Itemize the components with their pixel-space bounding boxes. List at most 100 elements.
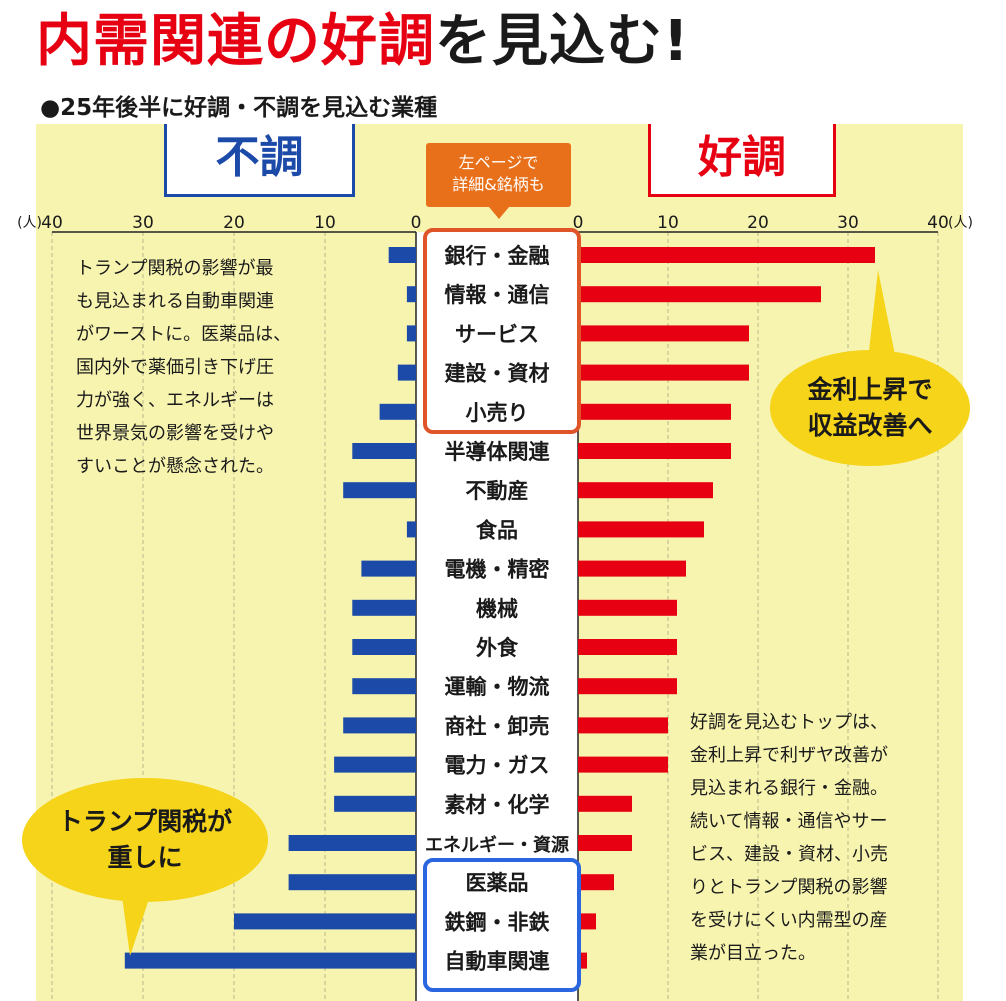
category-label: 建設・資材 <box>445 362 550 386</box>
title-highlight: 内需関連の好調 <box>36 9 435 74</box>
bar-good <box>578 874 614 891</box>
bar-bad <box>406 521 416 538</box>
bar-good <box>578 756 668 773</box>
bar-bad <box>234 913 416 930</box>
bar-good <box>578 717 668 734</box>
note-line: 力が強く、エネルギーは <box>76 390 274 411</box>
note-line: 続いて情報・通信やサー <box>690 811 888 832</box>
page-title: 内需関連の好調を見込む! <box>36 4 690 80</box>
bar-bad <box>352 443 416 459</box>
note-line: がワーストに。医薬品は、 <box>76 324 292 345</box>
bubble-line: 金利上昇で <box>807 375 933 404</box>
note-line: を受けにくい内需型の産 <box>690 910 888 931</box>
bar-good <box>578 443 731 459</box>
bar-good <box>578 286 821 303</box>
bar-bad <box>343 717 416 734</box>
note-line: 世界景気の影響を受けや <box>76 423 274 444</box>
unit-label: (人) <box>948 215 973 231</box>
bar-good <box>578 795 632 812</box>
tick-label: 20 <box>747 213 769 233</box>
note-line: も見込まれる自動車関連 <box>76 291 274 312</box>
title-rest: を見込む! <box>435 9 690 74</box>
note-line: 国内外で薬価引き下げ圧 <box>76 357 274 378</box>
category-label: 不動産 <box>466 479 529 503</box>
note-line: 金利上昇で利ザヤ改善が <box>690 745 888 766</box>
category-label: 機械 <box>476 597 518 621</box>
bar-bad <box>388 247 416 263</box>
tick-label: 10 <box>657 213 679 233</box>
bar-bad <box>406 286 416 303</box>
bar-bad <box>352 599 416 616</box>
category-column <box>416 232 578 1001</box>
note-line: トランプ関税の影響が最 <box>76 258 274 279</box>
bar-good <box>578 835 632 851</box>
detail-tag-line: 詳細&銘柄も <box>452 175 545 194</box>
bar-bad <box>361 560 416 577</box>
highlight-box-good <box>423 228 581 434</box>
category-label: 食品 <box>476 518 518 542</box>
category-label: 医薬品 <box>466 871 529 895</box>
bubble-tail-left <box>122 896 150 956</box>
callout-bubble-left: トランプ関税が 重しに <box>22 778 268 902</box>
bar-bad <box>124 952 417 969</box>
bar-good <box>578 364 749 381</box>
tick-label: 40 <box>927 213 949 233</box>
bubble-line: 重しに <box>107 843 183 872</box>
bar-bad <box>334 795 416 812</box>
tick-label: 20 <box>223 213 245 233</box>
highlight-box-bad <box>423 858 581 992</box>
bubble-line: トランプ関税が <box>57 807 233 836</box>
category-label: 商社・卸売 <box>445 714 550 738</box>
bar-good <box>578 325 749 342</box>
note-line: 見込まれる銀行・金融。 <box>690 778 888 799</box>
detail-tag: 左ページで 詳細&銘柄も <box>426 143 571 207</box>
category-label: 自動車関連 <box>445 950 551 974</box>
category-label: 運輸・物流 <box>445 675 550 699</box>
category-label: 小売り <box>466 401 529 425</box>
category-label: 情報・通信 <box>445 283 550 307</box>
note-line: ビス、建設・資材、小売 <box>690 844 888 865</box>
bar-good <box>578 482 713 499</box>
bubble-tail-right <box>868 270 896 360</box>
note-line: 業が目立った。 <box>690 943 816 964</box>
category-label: 鉄鋼・非鉄 <box>445 910 550 934</box>
bar-bad <box>379 403 416 420</box>
bar-bad <box>334 756 416 773</box>
detail-tag-line: 左ページで <box>458 153 539 172</box>
bar-good <box>578 639 677 655</box>
category-label: サービス <box>455 322 539 346</box>
good-header: 好調 <box>648 124 836 197</box>
bad-header: 不調 <box>164 124 355 197</box>
bar-good <box>578 403 731 420</box>
bar-good <box>578 599 677 616</box>
note-line: 好調を見込むトップは、 <box>690 712 888 733</box>
page-subtitle: ●25年後半に好調・不調を見込む業種 <box>40 95 438 121</box>
bubble-line: 収益改善へ <box>807 411 933 440</box>
category-label: エネルギー・資源 <box>425 834 569 856</box>
category-label: 素材・化学 <box>445 793 550 817</box>
down-arrow-icon <box>489 207 509 219</box>
category-label: 銀行・金融 <box>445 244 550 268</box>
bar-bad <box>352 678 416 695</box>
bar-good <box>578 913 596 930</box>
bar-good <box>578 952 587 969</box>
bar-bad <box>343 482 416 499</box>
note-right: 好調を見込むトップは、 金利上昇で利ザヤ改善が 見込まれる銀行・金融。 続いて情… <box>690 706 888 970</box>
tick-label: 30 <box>837 213 859 233</box>
note-line: りとトランプ関税の影響 <box>690 877 888 898</box>
note-left: トランプ関税の影響が最 も見込まれる自動車関連 がワーストに。医薬品は、 国内外… <box>76 252 291 483</box>
bar-good <box>578 678 677 695</box>
bar-good <box>578 521 704 538</box>
note-line: すいことが懸念された。 <box>76 456 274 477</box>
category-label: 電機・精密 <box>445 558 550 582</box>
bar-bad <box>406 325 416 342</box>
tick-label: 0 <box>411 213 422 233</box>
bar-good <box>578 247 875 263</box>
tick-label: 10 <box>314 213 336 233</box>
bar-bad <box>288 874 416 891</box>
tick-label: 30 <box>132 213 154 233</box>
tick-label: 40 <box>41 213 63 233</box>
callout-bubble-right: 金利上昇で 収益改善へ <box>770 350 970 466</box>
category-label: 電力・ガス <box>445 754 550 778</box>
